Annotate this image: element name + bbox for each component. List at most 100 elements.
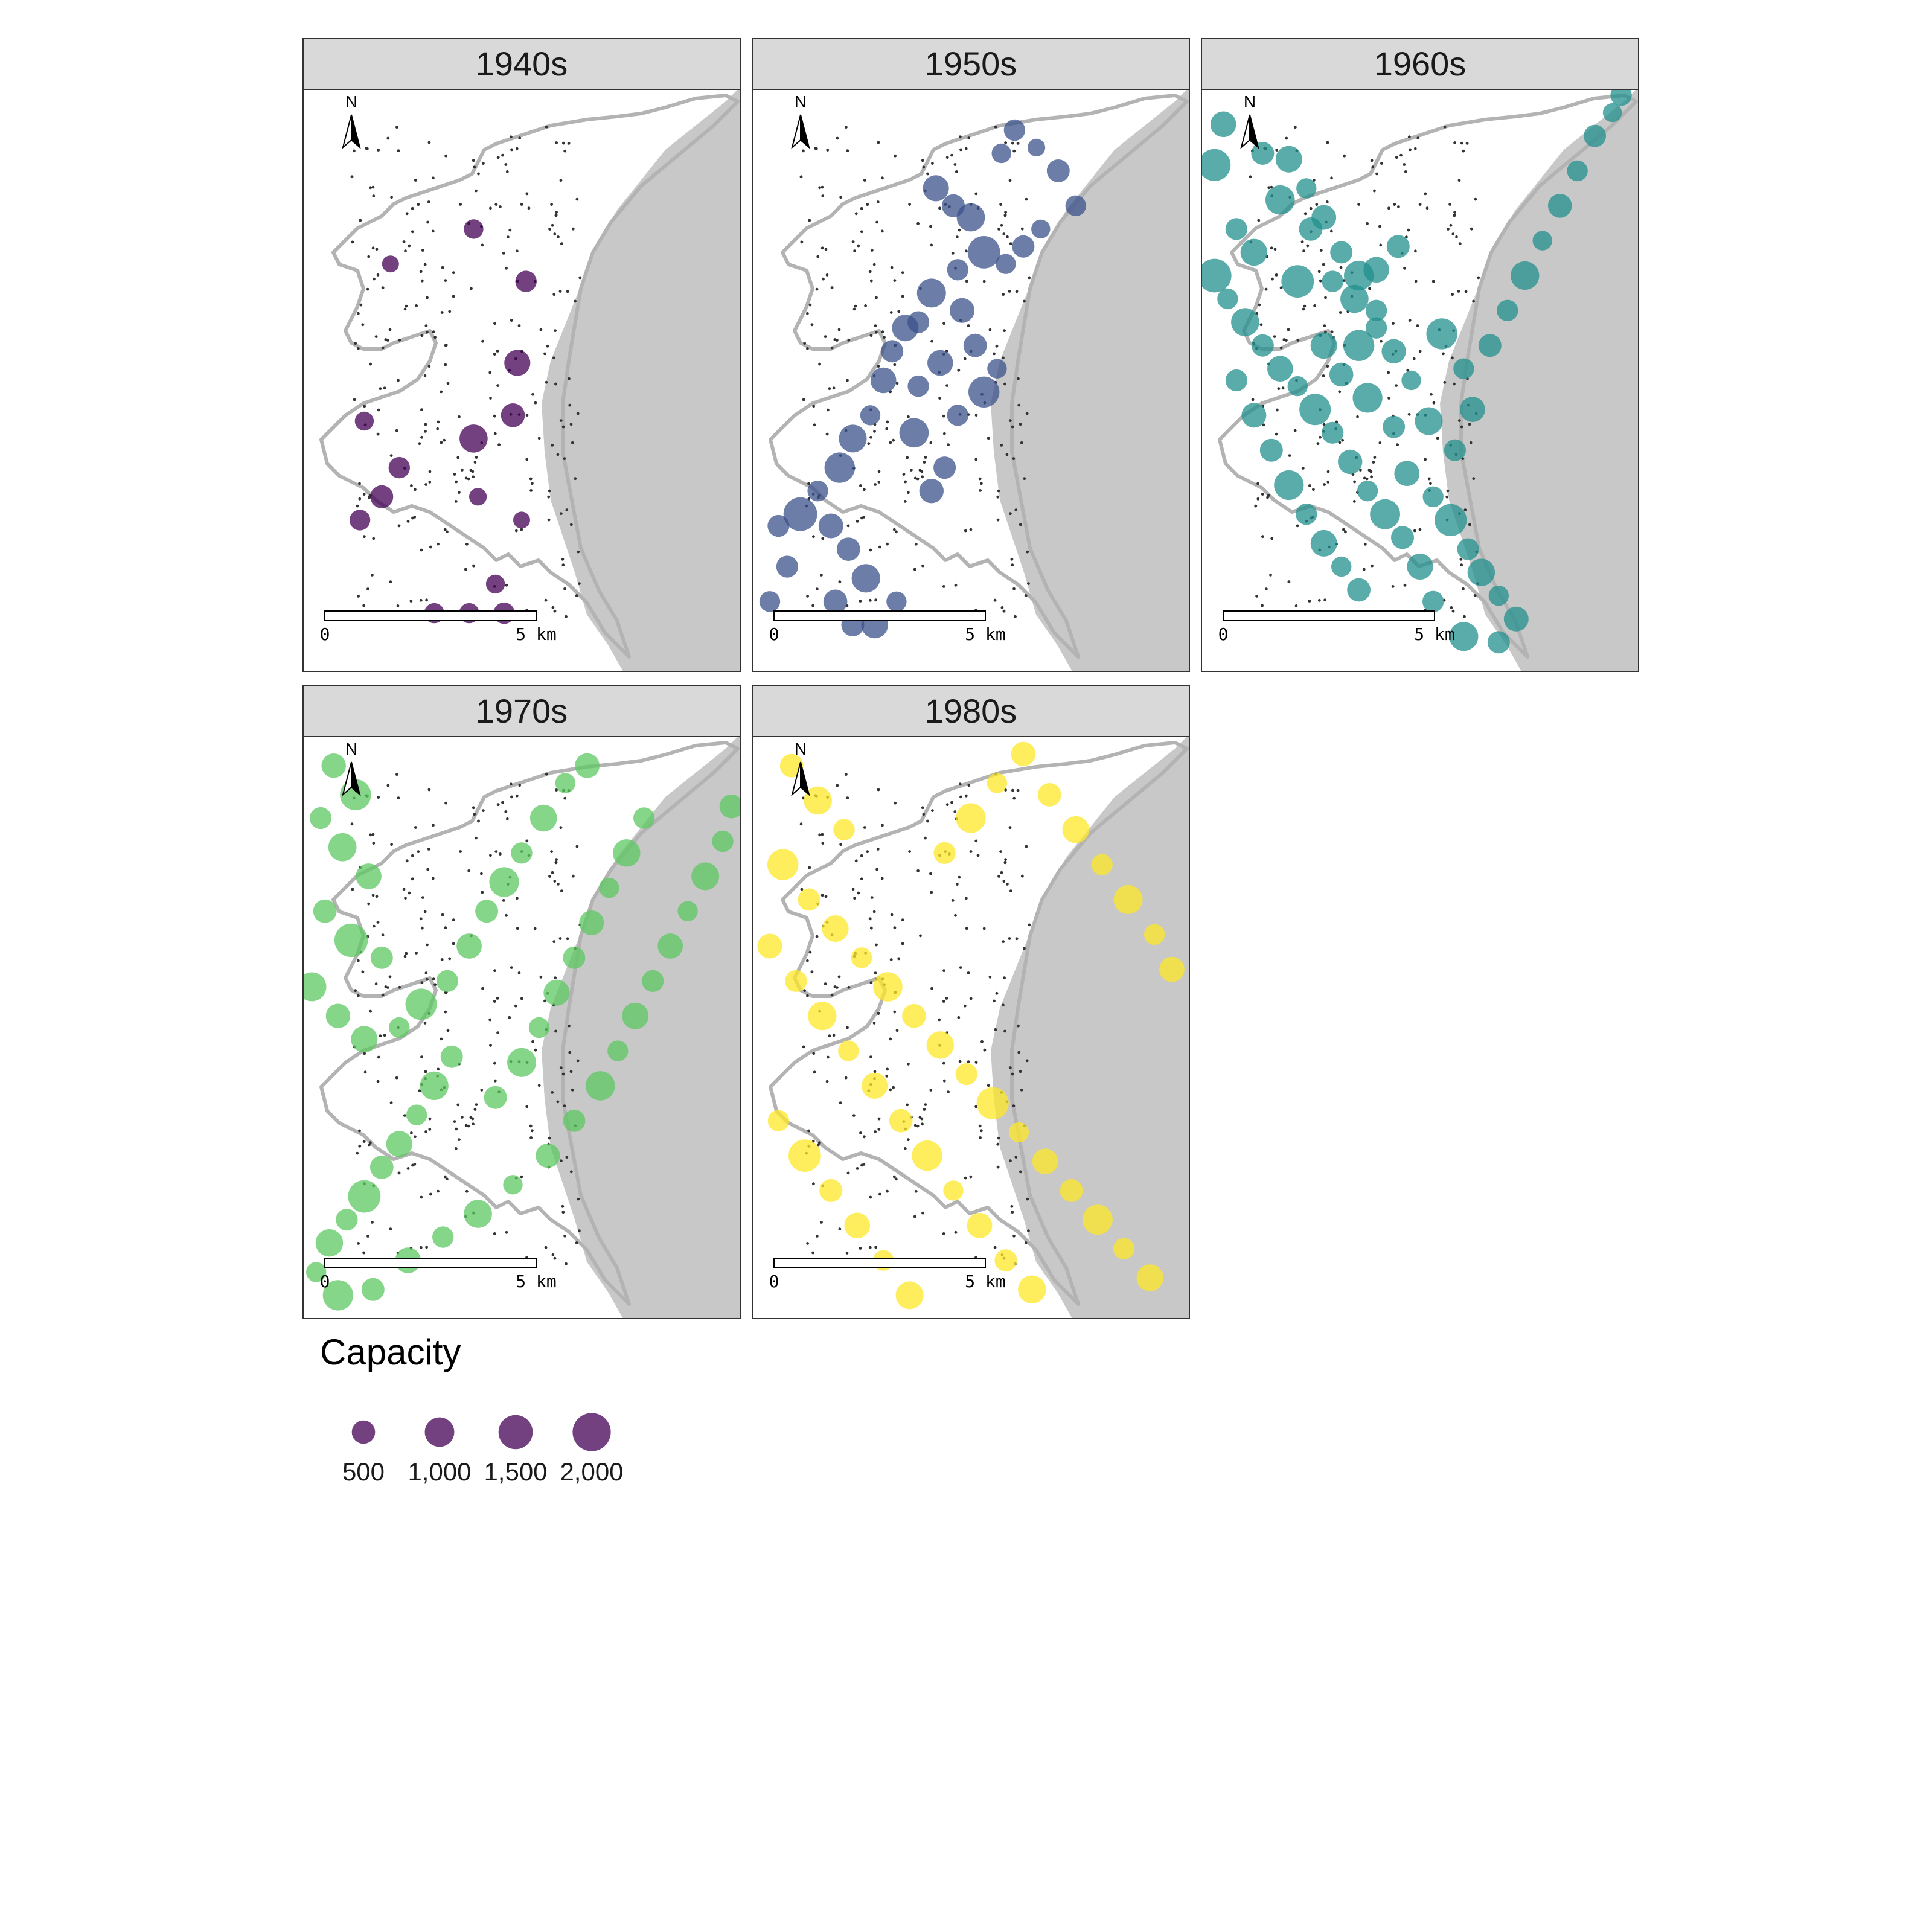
existing-site-dot (545, 380, 548, 384)
existing-site-dot (473, 165, 476, 169)
existing-site-dot (910, 469, 913, 472)
capacity-point (1296, 504, 1317, 525)
existing-site-dot (397, 1171, 401, 1175)
existing-site-dot (1468, 523, 1471, 526)
existing-site-dot (997, 489, 1000, 493)
existing-site-dot (1261, 493, 1264, 496)
existing-site-dot (1275, 432, 1278, 436)
existing-site-dot (1451, 232, 1455, 235)
capacity-point (1231, 308, 1259, 336)
existing-site-dot (545, 772, 548, 776)
existing-site-dot (421, 896, 424, 899)
existing-site-dot (1363, 542, 1367, 546)
existing-site-dot (537, 1084, 541, 1087)
existing-site-dot (978, 477, 982, 481)
existing-site-dot (806, 959, 809, 962)
existing-site-dot (563, 1104, 566, 1108)
existing-site-dot (397, 149, 400, 152)
existing-site-dot (1416, 136, 1420, 140)
existing-site-dot (869, 334, 873, 337)
capacity-point (459, 424, 488, 453)
existing-site-dot (405, 859, 409, 863)
capacity-point (1532, 231, 1552, 251)
existing-site-dot (1262, 423, 1265, 427)
capacity-point (1060, 1179, 1083, 1202)
capacity-point (356, 863, 382, 889)
existing-site-dot (1004, 211, 1007, 214)
existing-site-dot (889, 958, 893, 961)
existing-site-dot (802, 149, 805, 153)
existing-site-dot (419, 917, 423, 921)
existing-site-dot (828, 1034, 831, 1038)
existing-site-dot (1339, 266, 1343, 269)
existing-site-dot (414, 826, 417, 829)
existing-site-dot (397, 796, 400, 799)
existing-site-dot (369, 186, 373, 190)
capacity-point (388, 456, 410, 479)
capacity-point (927, 350, 953, 376)
existing-site-dot (1288, 454, 1291, 457)
capacity-point (529, 804, 557, 832)
existing-site-dot (923, 1108, 926, 1111)
existing-site-dot (499, 852, 502, 856)
capacity-point (501, 403, 525, 427)
existing-site-dot (903, 500, 907, 503)
existing-site-dot (1396, 443, 1399, 446)
capacity-point (325, 1003, 351, 1028)
existing-site-dot (423, 263, 427, 266)
capacity-point (1159, 956, 1185, 982)
existing-site-dot (481, 339, 484, 343)
existing-site-dot (1008, 419, 1012, 422)
existing-site-dot (818, 186, 822, 190)
existing-site-dot (375, 248, 379, 251)
existing-site-dot (555, 211, 558, 214)
existing-site-dot (802, 1045, 805, 1049)
existing-site-dot (520, 997, 523, 1000)
existing-site-dot (825, 273, 829, 277)
scale-label-end: 5 km (1414, 624, 1454, 644)
existing-site-dot (821, 537, 825, 540)
capacity-point (912, 1140, 942, 1171)
existing-site-dot (877, 788, 880, 792)
existing-site-dot (1387, 371, 1390, 374)
capacity-point (485, 574, 505, 594)
existing-site-dot (482, 162, 485, 165)
existing-site-dot (414, 1135, 417, 1139)
existing-site-dot (397, 524, 401, 528)
existing-site-dot (1275, 149, 1279, 152)
existing-site-dot (381, 933, 385, 937)
capacity-point (1240, 238, 1268, 266)
existing-site-dot (1451, 356, 1454, 360)
capacity-point (469, 488, 487, 506)
capacity-point (1331, 556, 1352, 577)
north-label: N (795, 740, 807, 758)
existing-site-dot (563, 796, 567, 800)
capacity-point (1547, 194, 1572, 218)
existing-site-dot (1025, 1059, 1029, 1063)
existing-site-dot (363, 1070, 367, 1074)
existing-site-dot (452, 271, 455, 275)
existing-site-dot (555, 141, 558, 144)
existing-site-dot (1414, 280, 1418, 283)
existing-site-dot (895, 1029, 899, 1032)
legend-title: Capacity (320, 1332, 461, 1372)
existing-site-dot (926, 172, 929, 176)
capacity-point (1018, 1275, 1046, 1304)
capacity-point (767, 849, 799, 880)
capacity-point (1031, 219, 1051, 239)
existing-site-dot (493, 1061, 496, 1065)
existing-site-dot (942, 1000, 945, 1003)
existing-site-dot (428, 470, 432, 473)
panel-border (302, 736, 741, 1319)
existing-site-dot (358, 1144, 362, 1148)
existing-site-dot (501, 801, 504, 804)
existing-site-dot (863, 826, 866, 829)
existing-site-dot (816, 255, 820, 258)
existing-site-dot (890, 913, 894, 916)
existing-site-dot (1468, 423, 1471, 426)
existing-site-dot (431, 229, 435, 233)
existing-site-dot (475, 1103, 478, 1106)
capacity-point (881, 340, 904, 363)
capacity-point (991, 143, 1011, 164)
